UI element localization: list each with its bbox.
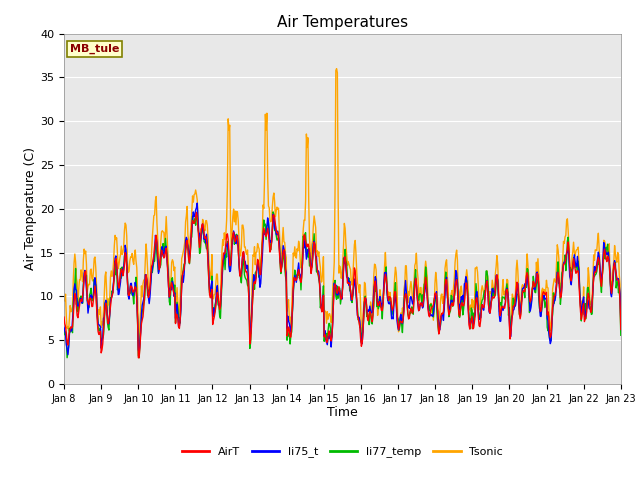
X-axis label: Time: Time — [327, 407, 358, 420]
Legend: AirT, li75_t, li77_temp, Tsonic: AirT, li75_t, li77_temp, Tsonic — [177, 442, 508, 462]
Y-axis label: Air Temperature (C): Air Temperature (C) — [24, 147, 37, 270]
Title: Air Temperatures: Air Temperatures — [277, 15, 408, 30]
Text: MB_tule: MB_tule — [70, 44, 119, 54]
